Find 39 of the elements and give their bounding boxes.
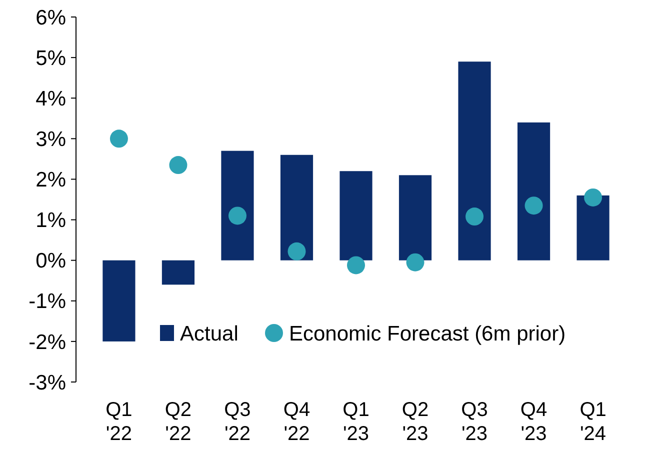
y-tick-label: 3% xyxy=(36,128,66,152)
y-tick-label: 2% xyxy=(36,168,66,192)
bar xyxy=(340,171,372,260)
x-tick-label: Q4 '22 xyxy=(283,399,310,445)
x-tick-label: Q3 '23 xyxy=(461,399,488,445)
legend-label: Actual xyxy=(180,322,238,346)
x-tick-label: Q1 '23 xyxy=(342,399,370,445)
x-tick-label: Q2 '23 xyxy=(402,399,429,445)
bar xyxy=(458,62,491,260)
x-tick-label: Q1 '22 xyxy=(106,399,132,445)
point xyxy=(288,242,306,260)
point xyxy=(584,188,602,206)
y-tick-label: 6% xyxy=(36,6,66,30)
y-tick-label: 0% xyxy=(36,250,66,273)
x-tick-label: Q4 '23 xyxy=(520,399,548,445)
point xyxy=(228,206,246,225)
y-tick-label: 5% xyxy=(36,46,66,70)
y-tick-label: 4% xyxy=(36,87,66,110)
y-tick-label: 1% xyxy=(36,209,66,232)
point xyxy=(406,253,424,272)
legend-label: Economic Forecast (6m prior) xyxy=(289,322,566,346)
bar xyxy=(102,260,136,342)
bar xyxy=(576,195,610,260)
point xyxy=(347,256,365,274)
bar xyxy=(162,260,195,285)
point xyxy=(110,130,128,148)
point xyxy=(466,208,484,226)
bar xyxy=(517,122,550,260)
point xyxy=(169,156,188,174)
y-tick-label: -1% xyxy=(28,290,66,314)
y-tick-label: -3% xyxy=(28,371,66,394)
bar xyxy=(221,150,254,260)
point xyxy=(524,196,543,215)
x-tick-label: Q2 '22 xyxy=(164,399,192,445)
x-tick-label: Q1 '24 xyxy=(580,399,606,445)
y-tick-label: -2% xyxy=(28,330,66,354)
bar xyxy=(398,175,432,260)
bar xyxy=(280,154,314,260)
x-tick-label: Q3 '22 xyxy=(224,399,251,445)
